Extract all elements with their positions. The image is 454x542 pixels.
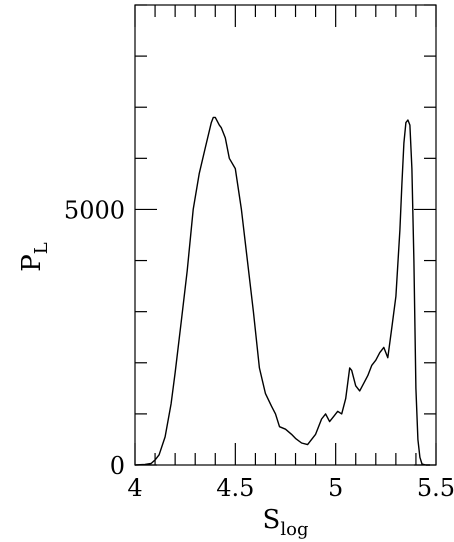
plot-frame [134, 4, 437, 466]
x-axis-title-main: S [263, 505, 281, 535]
x-axis-title-sub: log [280, 519, 308, 540]
y-tick-label: 5000 [64, 196, 125, 224]
y-axis-title: PL [17, 242, 52, 272]
y-axis-title-sub: L [31, 242, 52, 254]
y-axis-title-main: P [17, 254, 47, 272]
y-tick-label: 0 [110, 452, 125, 480]
x-tick-label: 4 [127, 474, 142, 502]
x-tick-label: 5 [328, 474, 343, 502]
tick-labels: 4 4.5 5 5.5 0 5000 [64, 196, 454, 502]
series-line [134, 116, 430, 466]
x-tick-label: 5.5 [417, 474, 454, 502]
x-axis-title: Slog [263, 505, 309, 540]
axis-ticks [134, 4, 437, 466]
x-tick-label: 4.5 [216, 474, 254, 502]
